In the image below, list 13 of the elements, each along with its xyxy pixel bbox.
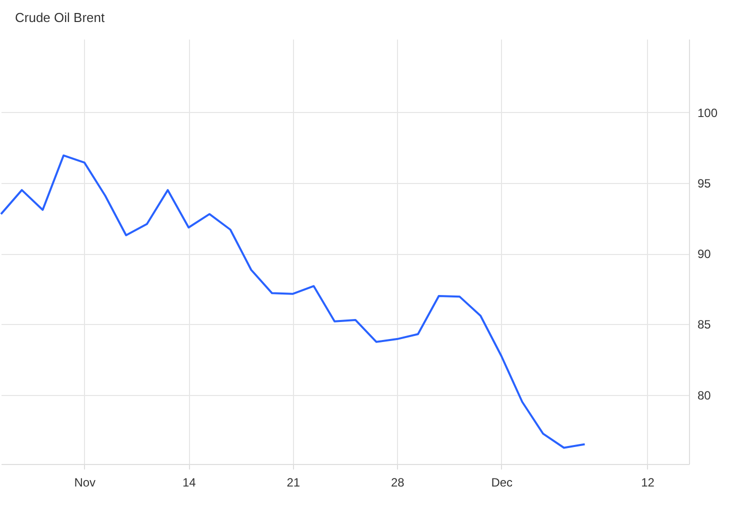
x-tick-label: 28	[390, 476, 405, 490]
x-tick-label: Dec	[491, 476, 513, 490]
x-tick-label: 21	[286, 476, 300, 490]
y-tick-label: 85	[698, 318, 712, 332]
chart-title: Crude Oil Brent	[15, 10, 105, 25]
y-tick-label: 100	[698, 106, 718, 120]
y-tick-label: 90	[698, 247, 712, 262]
y-tick-label: 80	[698, 388, 712, 402]
x-tick-label: Nov	[74, 476, 96, 490]
line-series	[0, 154, 586, 449]
y-tick-label: 95	[698, 176, 712, 191]
x-tick-label: 14	[182, 476, 196, 490]
x-tick-label: 12	[641, 476, 655, 490]
